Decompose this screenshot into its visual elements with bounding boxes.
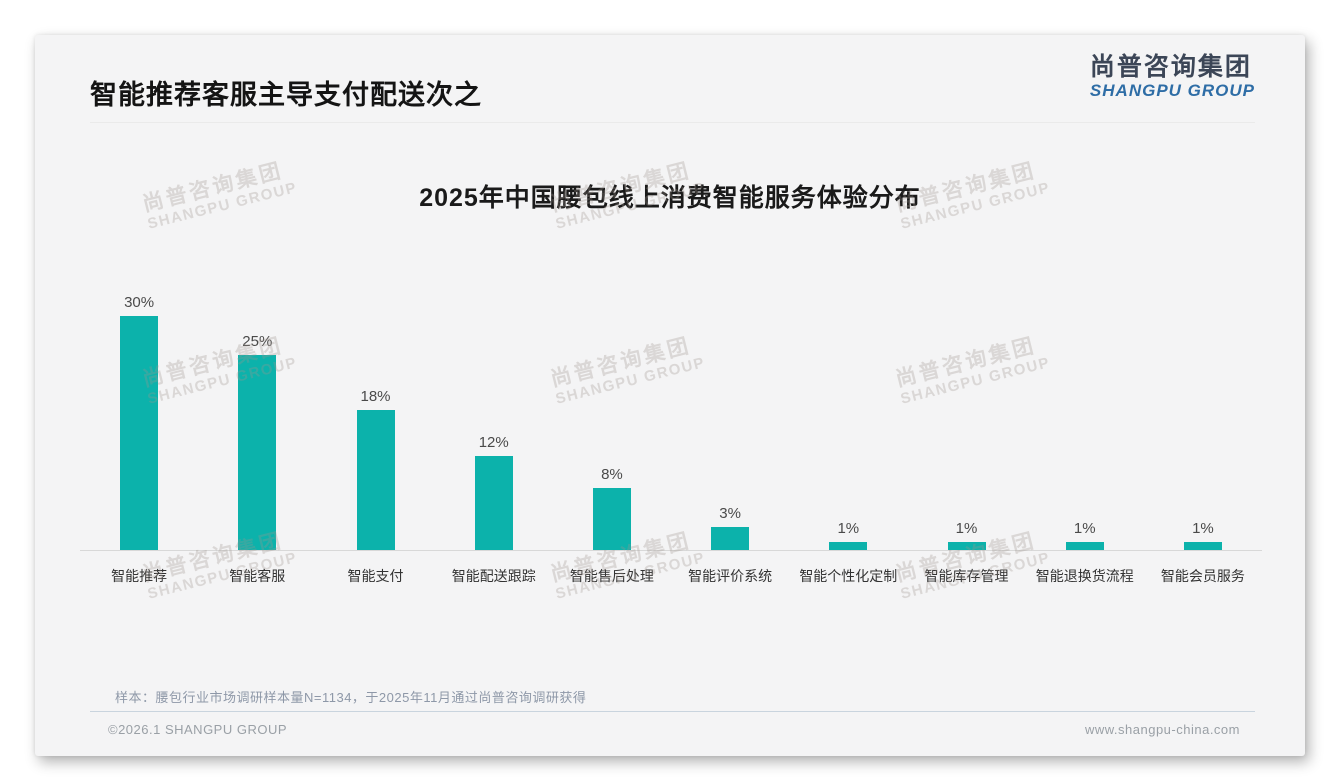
bar-value-label: 8% xyxy=(601,465,623,483)
bar-value-label: 18% xyxy=(360,387,391,405)
logo-en-text: SHANGPU GROUP xyxy=(1089,80,1255,100)
bar-column: 3% xyxy=(671,285,789,550)
bar-column: 1% xyxy=(1144,285,1262,550)
x-axis-label: 智能推荐 xyxy=(111,568,168,584)
bar-chart: 30% 25% 18% 12% 8% 3% 1% 1% 1% 1% xyxy=(80,285,1262,551)
bar-value-label: 30% xyxy=(124,294,155,311)
chart-title: 2025年中国腰包线上消费智能服务体验分布 xyxy=(419,184,921,212)
bar-column: 30% xyxy=(80,285,198,550)
bar xyxy=(947,542,986,550)
header-divider xyxy=(90,122,1255,123)
bar-value-label: 1% xyxy=(1192,520,1214,538)
bar-value-label: 1% xyxy=(955,520,978,538)
company-logo: 尚普咨询集团 SHANGPU GROUP xyxy=(1090,53,1255,100)
bar xyxy=(356,409,395,550)
bar xyxy=(711,526,750,550)
bar xyxy=(592,487,631,550)
page-title: 智能推荐客服主导支付配送次之 xyxy=(90,80,482,110)
bar xyxy=(829,542,868,550)
x-axis-label: 智能退换货流程 xyxy=(1035,568,1134,584)
slide-card: 智能推荐客服主导支付配送次之 尚普咨询集团 SHANGPU GROUP 2025… xyxy=(35,35,1305,756)
logo-cn-text: 尚普咨询集团 xyxy=(1089,53,1252,81)
bar-column: 1% xyxy=(789,285,907,550)
x-axis-label: 智能个性化定制 xyxy=(799,568,898,584)
bar-column: 1% xyxy=(1026,285,1144,550)
bar xyxy=(120,316,159,550)
bar xyxy=(474,456,513,550)
x-axis-label: 智能售后处理 xyxy=(569,568,654,584)
x-axis-label: 智能配送跟踪 xyxy=(451,568,536,584)
bar-value-label: 25% xyxy=(242,333,273,350)
bar-value-label: 1% xyxy=(1073,520,1096,538)
x-axis-label: 智能会员服务 xyxy=(1160,568,1245,584)
sample-footnote: 样本：腰包行业市场调研样本量N=1134，于2025年11月通过尚普咨询调研获得 xyxy=(115,690,587,705)
footer-copyright: ©2026.1 SHANGPU GROUP xyxy=(108,722,288,737)
x-axis-label: 智能评价系统 xyxy=(688,568,773,584)
bar-value-label: 3% xyxy=(719,504,741,522)
bar-column: 1% xyxy=(907,285,1025,550)
bar-value-label: 12% xyxy=(478,434,509,452)
bar-column: 12% xyxy=(435,285,553,550)
footer-website: www.shangpu-china.com xyxy=(1084,722,1240,737)
x-axis-label: 智能库存管理 xyxy=(924,568,1009,584)
footer-divider xyxy=(90,711,1255,712)
bar xyxy=(238,355,277,550)
bar-column: 8% xyxy=(553,285,671,550)
bar-value-label: 1% xyxy=(837,520,860,538)
bar xyxy=(1065,542,1104,550)
bar xyxy=(1183,542,1222,550)
x-axis-labels: 智能推荐 智能客服 智能支付 智能配送跟踪 智能售后处理 智能评价系统 智能个性化定制 智能库… xyxy=(80,566,1262,586)
bar-column: 25% xyxy=(198,285,316,550)
bar-column: 18% xyxy=(316,285,434,550)
x-axis-label: 智能支付 xyxy=(347,568,404,584)
x-axis-label: 智能客服 xyxy=(229,568,286,584)
